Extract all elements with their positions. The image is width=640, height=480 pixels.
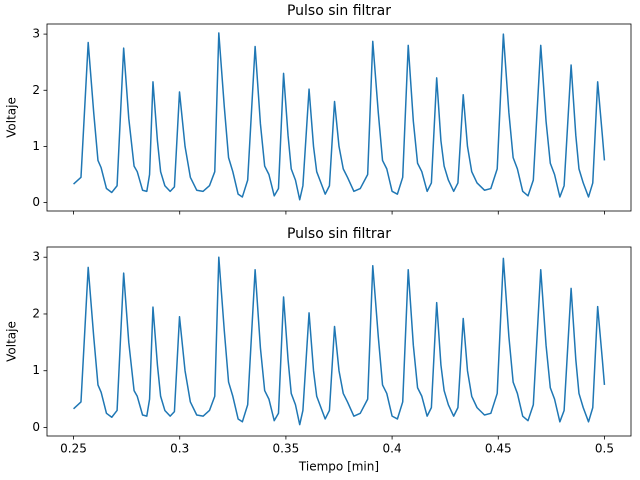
x-tick-label: 0.35 <box>273 442 300 456</box>
y-tick-label: 2 <box>32 306 40 320</box>
x-tick-label: 0.4 <box>383 442 402 456</box>
y-tick-label: 3 <box>32 250 40 264</box>
y-tick-label: 2 <box>32 83 40 97</box>
data-line <box>73 32 606 201</box>
y-tick-label: 0 <box>32 195 40 209</box>
x-tick-label: 0.45 <box>485 442 512 456</box>
chart-title: Pulso sin filtrar <box>287 226 391 242</box>
axes-frame <box>46 246 632 437</box>
data-line <box>73 256 606 426</box>
y-tick-label: 1 <box>32 363 40 377</box>
x-tick-label: 0.25 <box>60 442 87 456</box>
y-tick-label: 0 <box>32 420 40 434</box>
axes-frame <box>46 23 632 212</box>
x-tick-label: 0.5 <box>595 442 614 456</box>
chart-title: Pulso sin filtrar <box>287 3 391 19</box>
y-axis-label: Voltaje <box>5 321 19 362</box>
x-tick-label: 0.3 <box>170 442 189 456</box>
y-tick-label: 1 <box>32 139 40 153</box>
y-axis-label: Voltaje <box>5 97 19 138</box>
x-axis-label: Tiempo [min] <box>298 460 379 474</box>
y-tick-label: 3 <box>32 27 40 41</box>
